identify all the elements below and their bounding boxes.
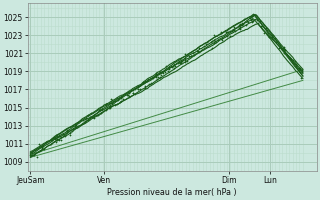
X-axis label: Pression niveau de la mer( hPa ): Pression niveau de la mer( hPa ) xyxy=(107,188,237,197)
